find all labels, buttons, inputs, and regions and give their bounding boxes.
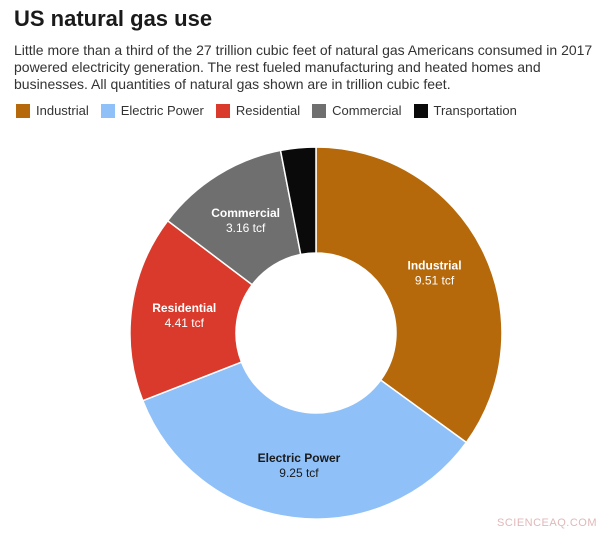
slice-label-value: 9.51 tcf: [415, 274, 455, 288]
watermark: SCIENCEAQ.COM: [496, 517, 597, 529]
slice-label-name: Electric Power: [258, 451, 341, 465]
legend-label: Electric Power: [120, 103, 204, 118]
legend: Industrial Electric Power Residential Comme…: [16, 103, 529, 118]
slice-label-value: 4.41 tcf: [165, 316, 205, 330]
legend-label: Residential: [235, 103, 301, 118]
slice-residential: [129, 219, 254, 402]
slice-label-value: 3.16 tcf: [226, 221, 266, 235]
legend-item-transportation: Transportation: [413, 103, 517, 118]
legend-swatch: [312, 103, 327, 118]
legend-swatch: [215, 103, 230, 118]
slice-label-name: Industrial: [408, 259, 462, 273]
legend-swatch: [413, 103, 428, 118]
slice-industrial: [315, 146, 503, 444]
legend-item-residential: Residential: [215, 103, 301, 118]
legend-swatch: [16, 103, 30, 118]
slice-electric-power: [141, 361, 468, 520]
chart-subtitle: Little more than a third of the 27 trill…: [14, 42, 593, 92]
legend-item-industrial: Industrial: [16, 103, 89, 118]
slice-transportation: [279, 146, 317, 256]
legend-label: Industrial: [36, 103, 89, 118]
legend-label: Transportation: [433, 103, 517, 118]
slice-label-name: Residential: [152, 301, 216, 315]
legend-swatch: [100, 103, 115, 118]
chart-title: US natural gas use: [14, 6, 213, 31]
slice-label-name: Commercial: [211, 206, 280, 220]
legend-item-commercial: Commercial: [312, 103, 402, 118]
legend-label: Commercial: [332, 103, 402, 118]
slice-label-value: 9.25 tcf: [279, 466, 319, 480]
legend-item-electric-power: Electric Power: [100, 103, 204, 118]
